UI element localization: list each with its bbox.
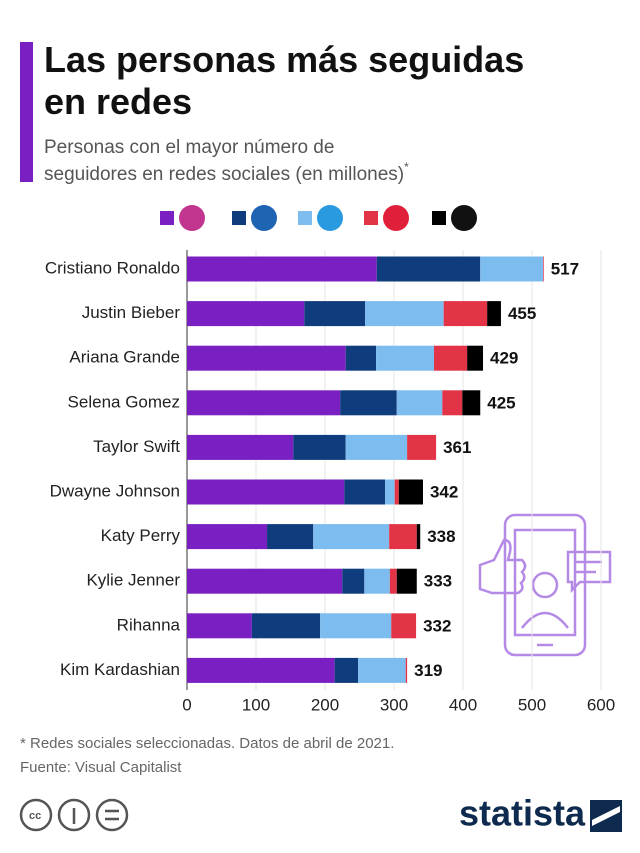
bar-segment: [407, 434, 437, 460]
total-label: 455: [508, 304, 536, 323]
legend-swatch: [432, 211, 446, 225]
legend-icon: [383, 205, 409, 231]
accent-bar: [20, 42, 33, 182]
legend-swatch: [160, 211, 174, 225]
total-label: 338: [427, 527, 455, 546]
bar-segment: [304, 301, 366, 327]
x-tick-label: 600: [587, 695, 615, 714]
bar-segment: [187, 256, 377, 282]
x-tick-label: 100: [242, 695, 270, 714]
total-label: 425: [487, 393, 515, 412]
total-label: 319: [414, 661, 442, 680]
bar-segment: [396, 390, 443, 416]
bar-segment: [487, 301, 501, 327]
total-label: 342: [430, 482, 458, 501]
note: * Redes sociales seleccionadas. Datos de…: [20, 735, 394, 752]
bar-segment: [345, 345, 377, 371]
source: Fuente: Visual Capitalist: [20, 759, 182, 776]
bar-segment: [389, 524, 417, 550]
bar-segment: [467, 345, 484, 371]
bar-segment: [251, 613, 321, 639]
bar-segment: [480, 256, 544, 282]
bar-segment: [187, 568, 343, 594]
y-tick-label: Cristiano Ronaldo: [45, 258, 180, 277]
x-tick-label: 400: [449, 695, 477, 714]
bar-segment: [187, 479, 345, 505]
y-tick-label: Ariana Grande: [69, 348, 180, 367]
bar-segment: [398, 479, 423, 505]
brand-logo: [590, 800, 622, 832]
x-tick-label: 0: [182, 695, 191, 714]
bar-segment: [389, 568, 397, 594]
brand: statista: [459, 793, 586, 834]
bar-segment: [187, 390, 341, 416]
total-label: 429: [490, 349, 518, 368]
subtitle-mark: *: [404, 160, 409, 174]
y-tick-label: Kylie Jenner: [86, 571, 180, 590]
bar-segment: [320, 613, 392, 639]
y-tick-label: Kim Kardashian: [60, 660, 180, 679]
bar-segment: [358, 657, 406, 683]
chart-title: Las personas más seguidas en redes: [44, 39, 524, 122]
bar-segment: [376, 345, 435, 371]
bar-segment: [443, 301, 488, 327]
total-label: 333: [424, 572, 452, 591]
bar-segment: [396, 568, 417, 594]
bar-segment: [434, 345, 468, 371]
y-tick-label: Dwayne Johnson: [50, 481, 180, 500]
x-tick-label: 300: [380, 695, 408, 714]
bar-segment: [344, 479, 386, 505]
bar-segment: [364, 568, 390, 594]
y-tick-label: Katy Perry: [101, 526, 181, 545]
bar-segment: [462, 390, 481, 416]
bar-segment: [267, 524, 314, 550]
bar-segment: [345, 434, 408, 460]
legend: [160, 205, 477, 231]
bar-segment: [416, 524, 421, 550]
bar-segment: [187, 613, 252, 639]
bar-segment: [405, 657, 408, 683]
bar-segment: [442, 390, 463, 416]
bar-segment: [340, 390, 397, 416]
bar-segment: [376, 256, 481, 282]
bar-segment: [394, 479, 399, 505]
decoration: [478, 513, 612, 657]
y-tick-label: Selena Gomez: [68, 392, 180, 411]
x-tick-label: 500: [518, 695, 546, 714]
bar-segment: [187, 345, 346, 371]
total-label: 332: [423, 616, 451, 635]
legend-icon: [251, 205, 277, 231]
bar-segment: [342, 568, 365, 594]
legend-swatch: [364, 211, 378, 225]
cc-icon: cc: [29, 810, 41, 822]
bar-segment: [543, 256, 544, 282]
y-tick-label: Justin Bieber: [82, 303, 181, 322]
bar-segment: [187, 524, 268, 550]
bar-segment: [313, 524, 390, 550]
total-label: 517: [551, 259, 579, 278]
bar-segment: [187, 657, 335, 683]
y-tick-label: Taylor Swift: [93, 437, 180, 456]
bar-segment: [365, 301, 444, 327]
bar-segment: [293, 434, 346, 460]
chart-subtitle: Personas con el mayor número de seguidore…: [44, 137, 409, 185]
bar-segment: [334, 657, 359, 683]
legend-icon: [451, 205, 477, 231]
y-tick-label: Rihanna: [117, 615, 181, 634]
x-tick-label: 200: [311, 695, 339, 714]
legend-swatch: [298, 211, 312, 225]
footer: [19, 798, 129, 832]
legend-icon: [179, 205, 205, 231]
bar-segment: [187, 434, 294, 460]
legend-swatch: [232, 211, 246, 225]
total-label: 361: [443, 438, 471, 457]
legend-icon: [317, 205, 343, 231]
bar-segment: [391, 613, 417, 639]
bar-segment: [187, 301, 305, 327]
bar-segment: [385, 479, 395, 505]
